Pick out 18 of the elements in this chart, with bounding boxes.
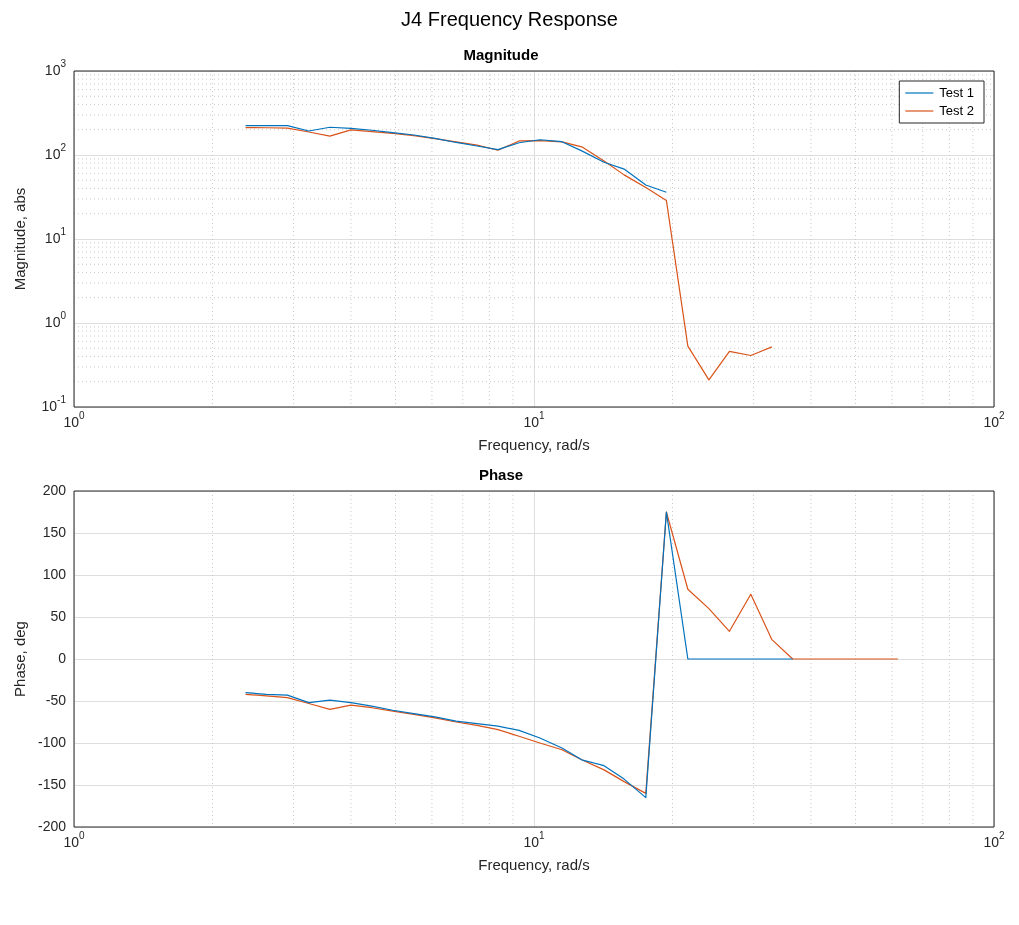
y-axis-title: Phase, deg	[11, 621, 29, 697]
x-axis-title: Frequency, rad/s	[478, 856, 590, 874]
chart-title: Phase	[478, 466, 524, 484]
y-axis-title: Magnitude, abs	[11, 187, 29, 291]
y-tick-label: 100	[42, 565, 67, 582]
legend-label: Test 1	[939, 84, 974, 100]
chart-title: Magnitude	[463, 46, 539, 64]
y-tick-label: -200	[37, 817, 67, 834]
y-tick-label: 200	[42, 481, 67, 498]
x-axis-title: Frequency, rad/s	[478, 436, 590, 454]
y-tick-label: 0	[58, 649, 67, 666]
y-tick-label: -50	[45, 691, 67, 708]
y-tick-label: -150	[37, 775, 67, 792]
legend-label: Test 2	[939, 102, 974, 118]
y-tick-label: 150	[42, 523, 67, 540]
text: J4 Frequency Response	[400, 8, 619, 31]
y-tick-label: -100	[37, 733, 67, 750]
y-tick-label: 50	[50, 607, 67, 624]
